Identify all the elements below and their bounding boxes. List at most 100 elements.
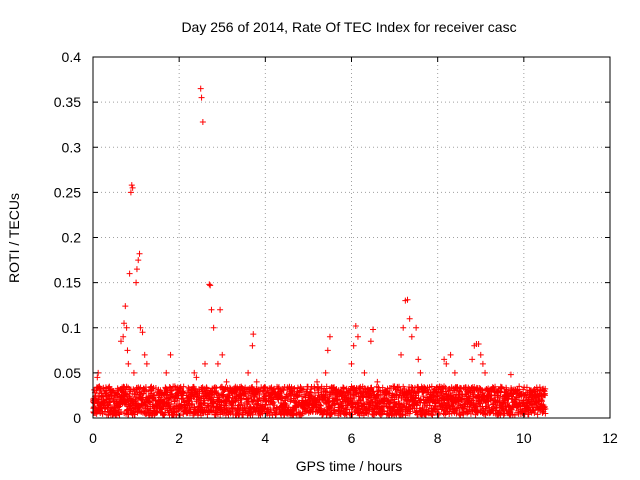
data-point [90,404,97,411]
data-point [125,360,132,367]
data-point [133,266,140,273]
data-point [339,392,346,399]
data-point [98,401,105,408]
data-point [435,411,442,418]
data-point [188,402,195,409]
data-point [237,391,244,398]
data-point [539,409,546,416]
data-point [137,384,144,391]
data-point [538,398,545,405]
data-point [350,342,357,349]
data-point [332,400,339,407]
data-point [360,400,367,407]
data-point [512,396,519,403]
y-tick-label: 0.4 [62,49,82,65]
data-point [323,383,330,390]
data-point [253,378,260,385]
data-point [421,387,428,394]
y-tick-label: 0.05 [54,365,81,381]
data-point [368,384,375,391]
data-point [210,324,217,331]
data-point [497,411,504,418]
data-point [482,369,489,376]
data-point [128,182,135,189]
y-tick-label: 0.3 [62,139,82,155]
data-point [293,410,300,417]
data-point [331,410,338,417]
data-point [367,338,374,345]
data-point [404,296,411,303]
data-point [166,384,173,391]
data-point [126,270,133,277]
data-point [158,396,165,403]
data-point [430,392,437,399]
data-point [417,369,424,376]
data-point [542,392,549,399]
data-point [382,387,389,394]
data-point [163,369,170,376]
data-point [496,410,503,417]
data-point [542,385,549,392]
data-point [133,279,140,286]
data-point [250,331,257,338]
x-tick-label: 12 [602,430,618,446]
data-point [290,385,297,392]
data-point [415,356,422,363]
data-point [370,411,377,418]
data-point [508,406,515,413]
data-point [315,387,322,394]
data-point [236,392,243,399]
data-point [221,387,228,394]
grid [93,57,610,418]
data-point [204,411,211,418]
x-tick-labels: 0 2 4 6 8 10 12 [89,430,618,446]
data-point [494,392,501,399]
data-point [398,351,405,358]
data-point [322,369,329,376]
data-point [324,388,331,395]
data-point [284,395,291,402]
data-point [306,389,313,396]
data-point [139,329,146,336]
data-point [282,403,289,410]
data-point [187,406,194,413]
data-point [117,408,124,415]
data-point [180,383,187,390]
data-point [443,360,450,367]
data-point [111,392,118,399]
data-point [523,384,530,391]
y-tick-labels: 0 0.05 0.1 0.15 0.2 0.25 0.3 0.35 0.4 [54,49,81,426]
data-point [132,396,139,403]
data-point [270,399,277,406]
data-point [272,411,279,418]
data-point [326,333,333,340]
data-point [531,410,538,417]
data-point [198,94,205,101]
x-tick-label: 6 [348,430,356,446]
data-point [212,384,219,391]
data-point [196,390,203,397]
data-point [434,396,441,403]
data-point [149,385,156,392]
data-point [268,409,275,416]
x-tick-label: 10 [516,430,532,446]
data-point [93,387,100,394]
data-point [369,388,376,395]
data-point [406,315,413,322]
data-point [252,409,259,416]
data-point [241,404,248,411]
data-point [355,401,362,408]
data-point [379,384,386,391]
data-point [191,369,198,376]
data-point [428,383,435,390]
y-tick-label: 0.15 [54,275,81,291]
data-point [413,324,420,331]
data-point [154,389,161,396]
data-point [146,387,153,394]
data-points [90,85,549,419]
data-point [352,322,359,329]
chart-title: Day 256 of 2014, Rate Of TEC Index for r… [181,19,516,35]
data-point [214,360,221,367]
data-point [468,397,475,404]
data-point [486,387,493,394]
